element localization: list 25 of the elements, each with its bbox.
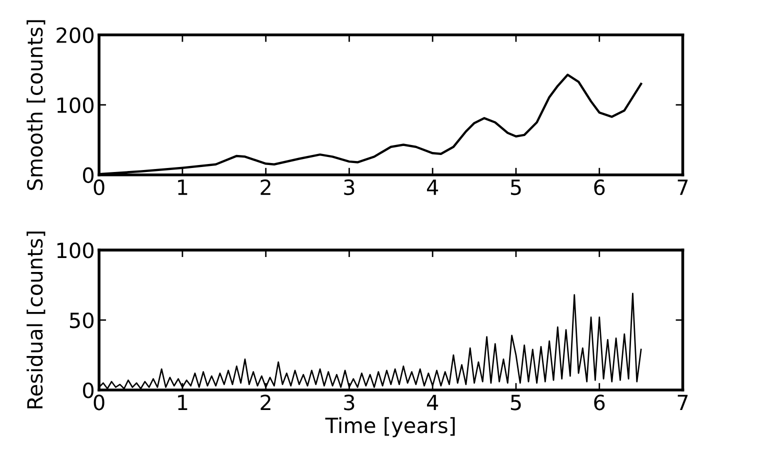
y-tick-label: 50 [70,312,94,328]
x-tick-label: 1 [178,180,188,195]
y-tick-label: 100 [57,97,94,114]
x-tick-label: 2 [260,394,270,410]
x-tick-label: 1 [178,394,188,410]
x-tick-label: 6 [594,179,605,196]
x-tick-label: 3 [344,394,354,410]
x-axis-title: Time [years] [325,417,455,438]
x-tick-label: 4 [426,394,438,410]
y-tick-label: 100 [57,242,94,258]
y-axis-title: Smooth [counts] [26,20,46,190]
x-tick-label: 5 [510,394,521,410]
x-tick-label: 2 [260,179,270,195]
y-tick-label: 200 [56,27,94,44]
x-tick-label: 4 [426,180,438,195]
y-tick-label: 0 [83,382,94,398]
x-tick-label: 3 [344,179,354,196]
x-tick-label: 6 [594,394,605,410]
x-tick-label: 5 [510,180,521,196]
y-axis-title: Residual [counts] [26,232,46,408]
x-tick-label: 0 [94,394,104,410]
x-tick-label: 7 [678,180,688,195]
y-tick-label: 0 [83,167,94,184]
x-tick-label: 7 [678,394,688,410]
x-tick-label: 0 [94,179,104,196]
